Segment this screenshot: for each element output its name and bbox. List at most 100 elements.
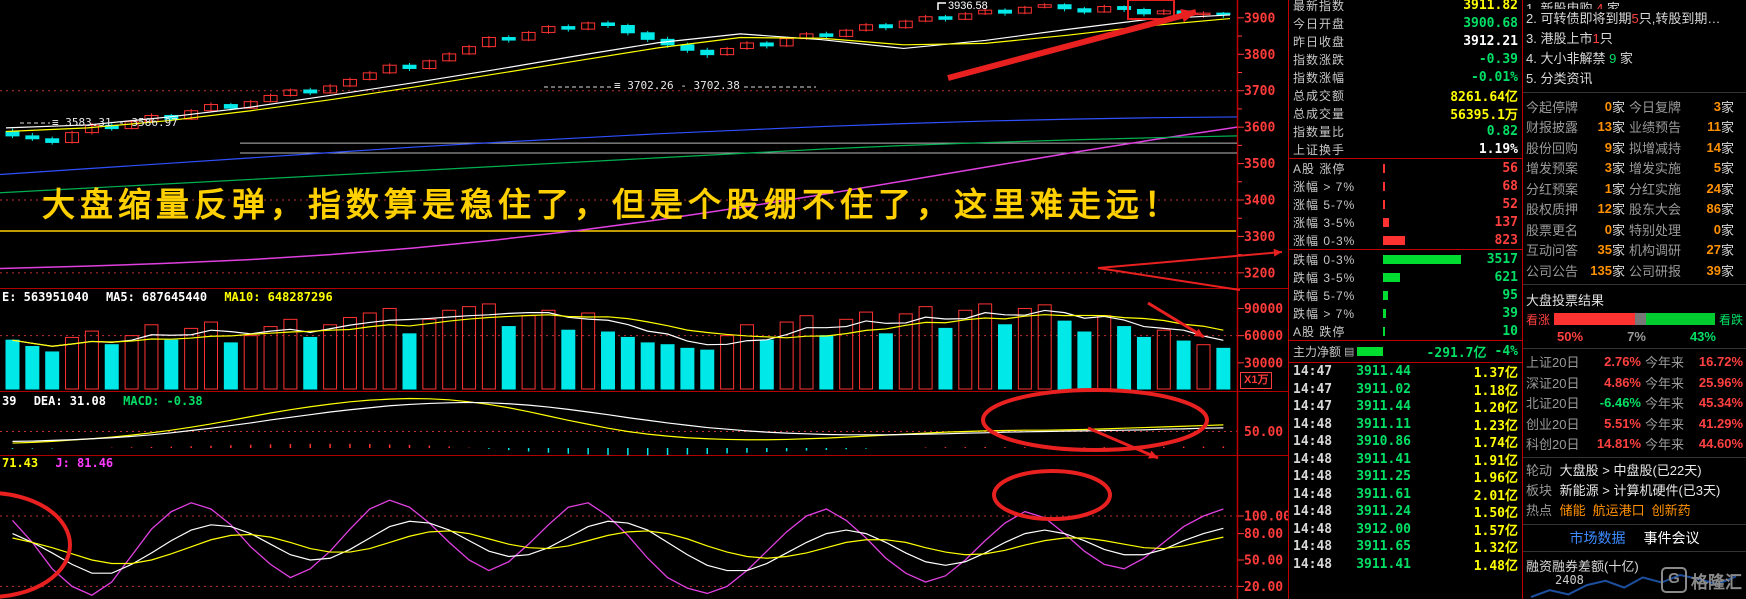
stat-unit: 家 <box>1612 140 1626 156</box>
ytd-label: 今年来 <box>1645 396 1685 412</box>
tick-price: 3911.24 <box>1356 504 1411 520</box>
tick-row[interactable]: 14:47 3911.44 1.37亿 <box>1289 363 1522 381</box>
advancer-bar <box>1383 163 1385 173</box>
tick-row[interactable]: 14:48 3911.61 2.01亿 <box>1289 486 1522 504</box>
stat-row[interactable]: 公司公告 135 家 公司研报 39 家 <box>1523 260 1746 281</box>
tick-price: 3911.44 <box>1356 364 1411 380</box>
quote-value: 8261.64亿 <box>1450 89 1518 105</box>
tick-price: 3910.86 <box>1356 434 1411 450</box>
rotation-text: 大盘股 > 中盘股(已22天) <box>1559 463 1702 478</box>
range-label: 涨幅 5-7% <box>1293 197 1356 212</box>
tick-row[interactable]: 14:48 3912.00 1.57亿 <box>1289 521 1522 539</box>
svg-text:100.00: 100.00 <box>1244 510 1290 525</box>
hot-topic-link[interactable]: 储能 <box>1559 503 1586 518</box>
stat-label: 互动问答 <box>1526 243 1579 259</box>
index-chart-area[interactable]: 3900 3800 3700 3600 3500 3400 3300 3200 90000 600… <box>0 0 1290 599</box>
index-perf-row[interactable]: 上证20日 2.76% 今年来 16.72% <box>1523 352 1746 373</box>
quote-value: -0.39 <box>1478 51 1518 67</box>
stat-label: 股票更名 <box>1526 222 1579 238</box>
stat-label: 分红预案 <box>1526 181 1579 197</box>
tick-time: 14:48 <box>1293 539 1333 555</box>
stat-unit: 家 <box>1612 222 1626 238</box>
index-ytd-pct: 25.96% <box>1698 374 1743 390</box>
vote-bar-bullish <box>1554 313 1635 325</box>
price-range-marker-3583: ≡ 3583.31 - 3586.97 <box>52 116 178 129</box>
detail-list-icon[interactable]: ▤ <box>1344 346 1355 358</box>
gelonghui-logo: G 格隆汇 <box>1661 567 1742 593</box>
advancer-row: A股 涨停 56 <box>1289 159 1522 177</box>
analyst-annotation-banner: 大盘缩量反弹，指数算是稳住了，但是个股绷不住了，这里难走远！ <box>42 186 1182 223</box>
tick-row[interactable]: 14:47 3911.02 1.18亿 <box>1289 381 1522 399</box>
svg-text:60000: 60000 <box>1244 329 1283 344</box>
range-label: A股 跌停 <box>1293 324 1346 339</box>
decliner-row: A股 跌停 10 <box>1289 322 1522 340</box>
decliner-count: 10 <box>1502 323 1518 339</box>
main-capital-net-row[interactable]: 主力净额 ▤ -291.7亿 -4% <box>1289 341 1522 362</box>
divider <box>1523 347 1746 349</box>
stat-row[interactable]: 财报披露 13 家 业绩预告 11 家 <box>1523 117 1746 138</box>
decliner-row: 跌幅 > 7% 39 <box>1289 304 1522 322</box>
tick-price: 3911.02 <box>1356 381 1411 397</box>
chart-canvas[interactable]: 3900 3800 3700 3600 3500 3400 3300 3200 90000 600… <box>0 0 1290 599</box>
stat-count: 13 <box>1597 119 1612 135</box>
tick-row[interactable]: 14:48 3911.25 1.96亿 <box>1289 468 1522 486</box>
news-item[interactable]: 5. 分类资讯 <box>1523 69 1746 89</box>
index-perf-row[interactable]: 创业20日 5.51% 今年来 41.29% <box>1523 413 1746 434</box>
stat-row[interactable]: 分红预案 1 家 分红实施 24 家 <box>1523 178 1746 199</box>
vote-result-bar <box>1554 313 1715 325</box>
stat-row[interactable]: 股票更名 0 家 特别处理 0 家 <box>1523 219 1746 240</box>
vote-percentages: 50% 7% 43% <box>1523 329 1746 345</box>
news-item[interactable]: 4. 大小非解禁 9 家 <box>1523 49 1746 69</box>
kdj-indicator-header: 71.43 J: 81.46 <box>2 456 123 470</box>
decliners-section: 跌幅 0-3% 3517 跌幅 3-5% 621 跌幅 5-7% 95 跌幅 >… <box>1289 250 1522 340</box>
tab-inactive[interactable]: 事件会议 <box>1643 530 1700 546</box>
range-label: 涨幅 > 7% <box>1293 179 1356 194</box>
tick-amount: 1.91亿 <box>1473 453 1518 469</box>
tick-row[interactable]: 14:48 3910.86 1.74亿 <box>1289 433 1522 451</box>
tick-row[interactable]: 14:48 3911.24 1.50亿 <box>1289 503 1522 521</box>
tab-active[interactable]: 市场数据 <box>1569 530 1626 546</box>
tick-row[interactable]: 14:48 3911.11 1.23亿 <box>1289 416 1522 434</box>
svg-text:3400: 3400 <box>1244 194 1275 209</box>
stat-row[interactable]: 互动问答 35 家 机构调研 27 家 <box>1523 240 1746 261</box>
hot-topic-link[interactable]: 航运港口 <box>1592 503 1645 518</box>
index-perf-row[interactable]: 科创20日 14.81% 今年来 44.60% <box>1523 434 1746 455</box>
index-name: 创业20日 <box>1526 416 1580 432</box>
stat-row[interactable]: 股权质押 12 家 股东大会 86 家 <box>1523 199 1746 220</box>
news-item[interactable]: 3. 港股上市1只 <box>1523 29 1746 49</box>
hot-topic-link[interactable]: 创新药 <box>1651 503 1691 518</box>
svg-text:20.00: 20.00 <box>1244 580 1283 595</box>
stat-row[interactable]: 股份回购 9 家 拟增减持 14 家 <box>1523 137 1746 158</box>
advancer-bar <box>1383 181 1385 191</box>
index-20d-pct: 14.81% <box>1596 436 1641 452</box>
index-name: 科创20日 <box>1526 437 1580 453</box>
news-item[interactable]: 1. 新股申购 4 家 <box>1523 0 1746 9</box>
decliner-count: 3517 <box>1486 251 1518 267</box>
stat-count: 9 <box>1604 139 1612 155</box>
index-perf-row[interactable]: 深证20日 4.86% 今年来 25.96% <box>1523 372 1746 393</box>
divider <box>1523 551 1746 552</box>
quote-label: 最新指数 <box>1293 0 1346 13</box>
advancer-count: 137 <box>1494 214 1518 230</box>
tick-row[interactable]: 14:47 3911.44 1.20亿 <box>1289 398 1522 416</box>
stat-count: 3 <box>1713 98 1721 114</box>
stat-label: 公司公告 <box>1526 263 1579 279</box>
tick-amount: 1.23亿 <box>1473 418 1518 434</box>
stat-row[interactable]: 增发预案 3 家 增发实施 5 家 <box>1523 158 1746 179</box>
tick-row[interactable]: 14:48 3911.65 1.32亿 <box>1289 538 1522 556</box>
index-ytd-pct: 16.72% <box>1698 354 1743 370</box>
advancer-row: 涨幅 3-5% 137 <box>1289 213 1522 231</box>
stat-label: 今起停牌 <box>1526 99 1579 115</box>
quote-value: 3911.82 <box>1463 0 1518 13</box>
index-perf-row[interactable]: 北证20日 -6.46% 今年来 45.34% <box>1523 393 1746 414</box>
news-item[interactable]: 2. 可转债即将到期5只,转股到期… <box>1523 9 1746 29</box>
stat-row[interactable]: 今起停牌 0 家 今日复牌 3 家 <box>1523 96 1746 117</box>
vote-bearish-pct: 43% <box>1689 328 1716 344</box>
tick-amount: 1.18亿 <box>1473 383 1518 399</box>
tick-row[interactable]: 14:48 3911.41 1.48亿 <box>1289 556 1522 574</box>
news-text: 4. 大小非解禁 <box>1526 51 1610 66</box>
divider <box>1289 340 1522 341</box>
quote-label: 总成交额 <box>1293 88 1346 103</box>
tick-row[interactable]: 14:48 3911.41 1.91亿 <box>1289 451 1522 469</box>
panel-tabs: 市场数据 事件会议 <box>1523 528 1746 548</box>
